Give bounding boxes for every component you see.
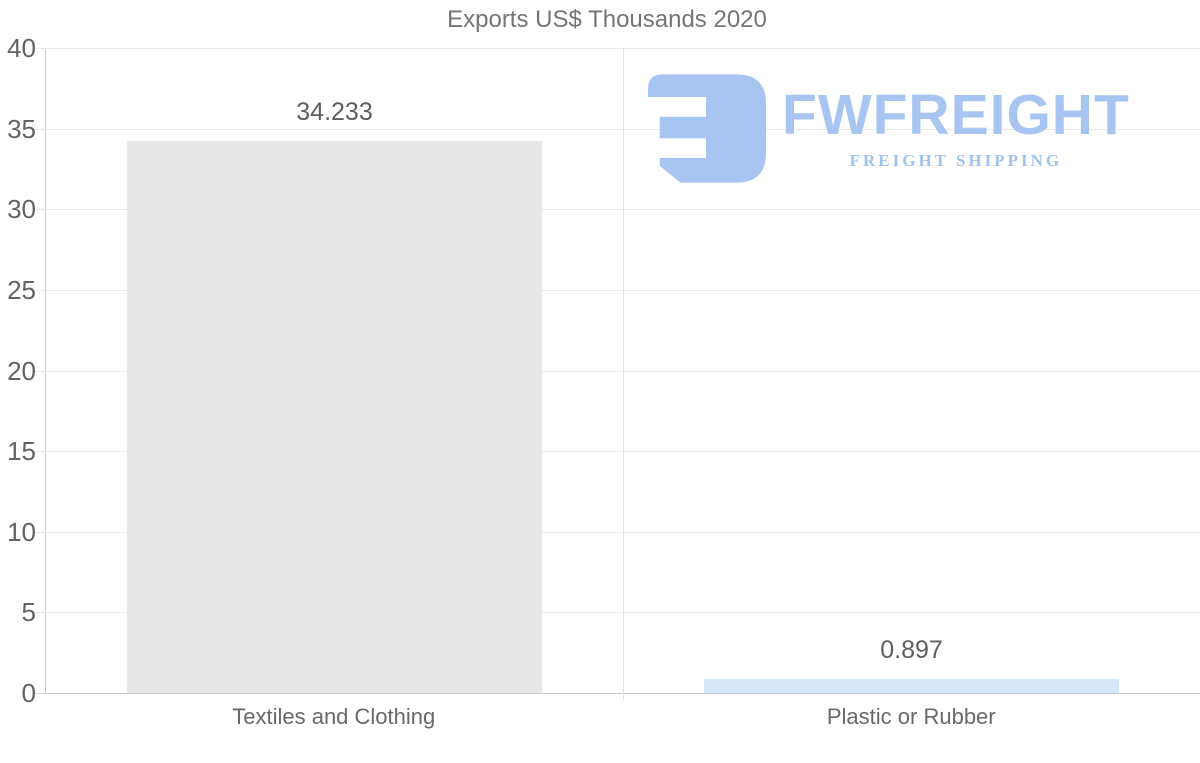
y-tick-label-15: 15 [7, 436, 36, 467]
fwfreight-logo-icon [647, 74, 767, 183]
y-tick-label-30: 30 [7, 194, 36, 225]
y-tick-label-25: 25 [7, 274, 36, 305]
bar-value-label-textiles-and-clothing: 34.233 [296, 98, 373, 126]
x-axis-label-textiles-and-clothing: Textiles and Clothing [232, 704, 436, 729]
category-divider-gridline [623, 48, 624, 700]
plot-area: 34.233 0.897 [35, 48, 1200, 700]
gridline-y-5 [35, 612, 1200, 614]
bar-value-label-plastic-or-rubber: 0.897 [880, 635, 943, 664]
watermark-logo: FWFREIGHT FREIGHT SHIPPING [645, 72, 1130, 185]
y-tick-label-5: 5 [21, 597, 36, 628]
y-tick-label-40: 40 [7, 33, 36, 63]
bar-slot-textiles-and-clothing: 34.233 [46, 48, 623, 693]
x-axis-labels: Textiles and Clothing Plastic or Rubber [45, 701, 1200, 733]
gridline-y-25 [35, 289, 1200, 291]
bar-series: 34.233 0.897 [46, 48, 1200, 693]
x-axis-label-plastic-or-rubber: Plastic or Rubber [826, 704, 996, 729]
bar-textiles-and-clothing[interactable] [126, 141, 543, 693]
gridline-y-35 [35, 128, 1200, 130]
gridline-y-30 [35, 209, 1200, 211]
bar-slot-plastic-or-rubber: 0.897 [623, 48, 1200, 693]
gridline-y-15 [35, 451, 1200, 453]
y-tick-label-0: 0 [21, 678, 36, 708]
brand-tagline: FREIGHT SHIPPING [849, 150, 1063, 170]
brand-name: FWFREIGHT [782, 82, 1130, 147]
gridline-y-10 [35, 531, 1200, 533]
logo-text-block: FWFREIGHT FREIGHT SHIPPING [782, 82, 1130, 171]
gridline-y-40 [35, 48, 1200, 49]
gridline-y-0-stub [35, 693, 46, 694]
y-axis-labels: 0 5 10 15 20 25 30 35 40 [0, 35, 36, 706]
bar-plastic-or-rubber[interactable] [703, 678, 1120, 693]
y-tick-label-10: 10 [7, 516, 36, 547]
y-tick-label-20: 20 [7, 355, 36, 386]
gridline-y-20 [35, 370, 1200, 372]
chart-title: Exports US$ Thousands 2020 [447, 6, 767, 33]
y-tick-label-35: 35 [7, 113, 36, 144]
